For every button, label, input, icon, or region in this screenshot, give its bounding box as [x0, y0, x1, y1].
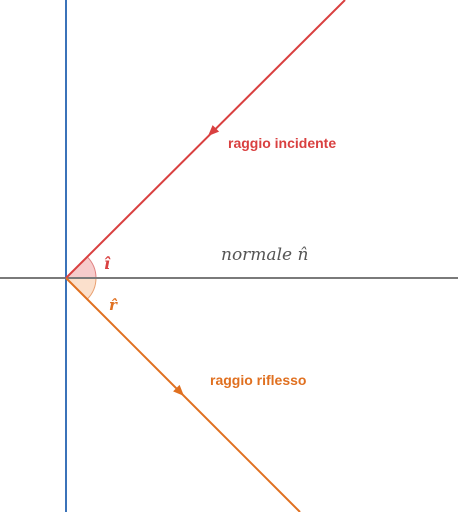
incident-ray: [65, 0, 346, 279]
reflected-label: raggio riflesso: [210, 372, 306, 388]
incident-arrowhead: [208, 125, 220, 136]
normal-label: normale n̂: [221, 245, 308, 265]
angle-incidence-label: î: [104, 254, 111, 273]
incident-label: raggio incidente: [228, 135, 336, 151]
reflected-arrowhead: [173, 384, 184, 396]
angle-reflection-label: r̂: [109, 296, 118, 314]
